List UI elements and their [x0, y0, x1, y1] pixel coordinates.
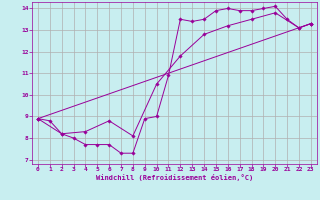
X-axis label: Windchill (Refroidissement éolien,°C): Windchill (Refroidissement éolien,°C) — [96, 174, 253, 181]
